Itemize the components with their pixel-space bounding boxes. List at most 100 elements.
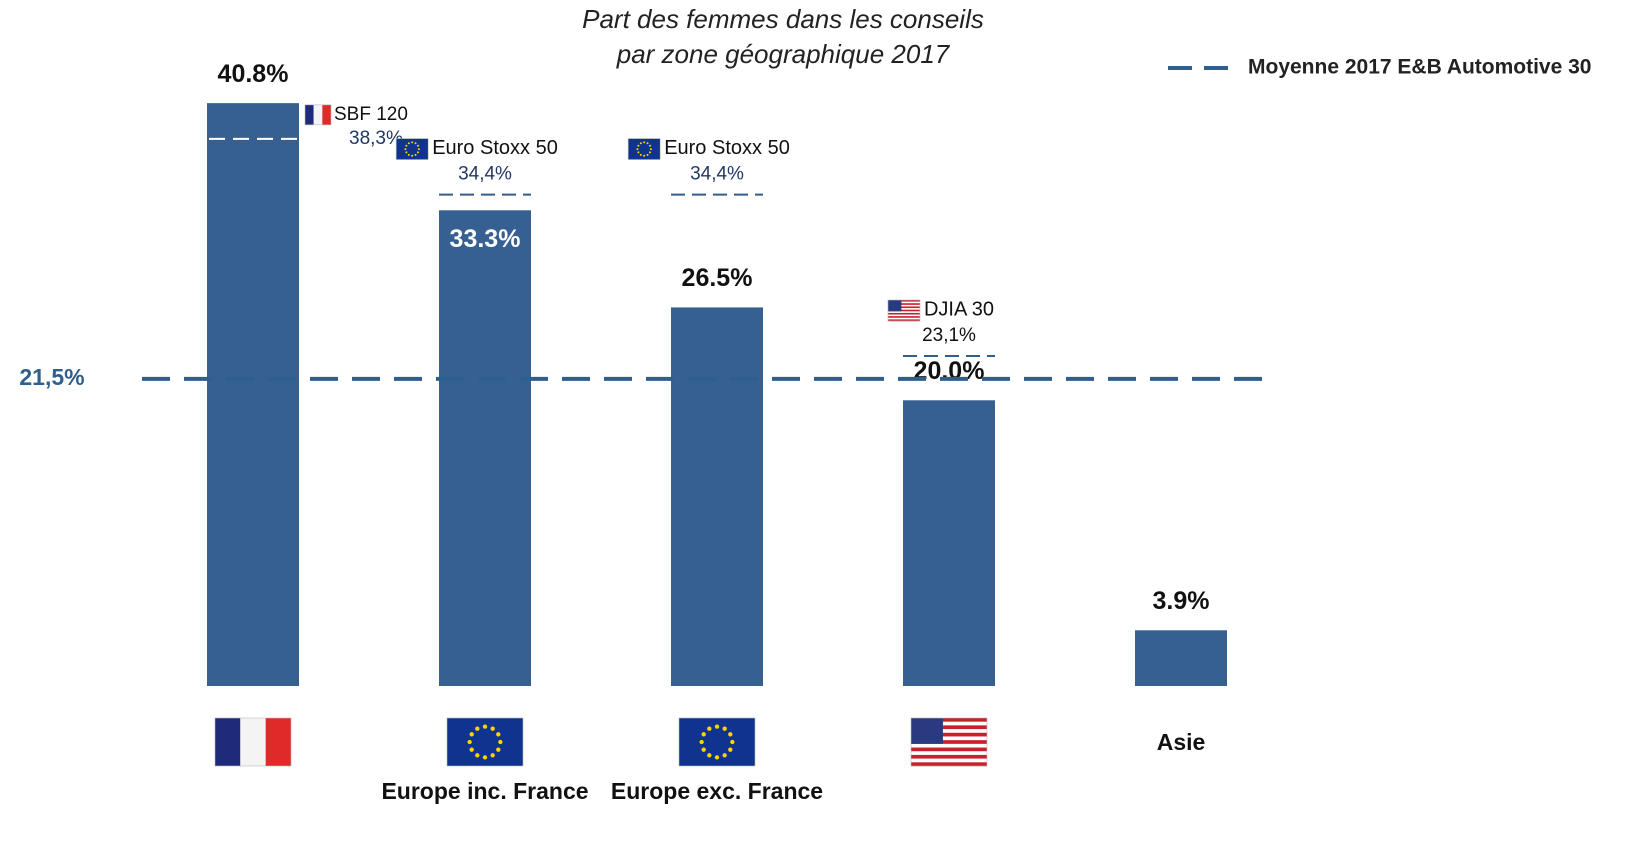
flag-star bbox=[728, 732, 733, 737]
bar bbox=[207, 103, 299, 686]
benchmark-label: 38,3% bbox=[349, 128, 403, 149]
flag-stripe bbox=[911, 751, 987, 756]
legend-label: Moyenne 2017 E&B Automotive 30 bbox=[1248, 56, 1592, 79]
flag-star bbox=[417, 144, 420, 147]
flag-border bbox=[395, 138, 429, 160]
flag-star bbox=[636, 148, 639, 151]
flag-stripe bbox=[887, 300, 920, 302]
flag-stripe bbox=[887, 301, 920, 304]
benchmark-label: 34,4% bbox=[458, 164, 512, 185]
flag-star bbox=[496, 747, 501, 752]
flag-star bbox=[411, 141, 414, 144]
flag-stripe bbox=[887, 312, 920, 315]
flag-canton bbox=[911, 718, 943, 744]
flag-star bbox=[701, 747, 706, 752]
reference-label: 21,5% bbox=[19, 364, 84, 390]
flag-icon bbox=[304, 104, 332, 126]
flag-border bbox=[304, 104, 332, 126]
flag-stripe bbox=[911, 743, 987, 748]
value-label: 3.9% bbox=[1153, 587, 1210, 615]
flag-stripe bbox=[887, 303, 920, 306]
x-tick-label: Asie bbox=[1157, 729, 1206, 755]
benchmark-name: DJIA 30 bbox=[924, 298, 994, 320]
flag-star bbox=[417, 151, 420, 154]
flag-stripe bbox=[887, 308, 920, 310]
flag-star bbox=[469, 732, 474, 737]
bar bbox=[1135, 630, 1227, 686]
flag-icon bbox=[395, 138, 429, 160]
flag-stripe bbox=[911, 758, 987, 763]
flag-stripe bbox=[215, 718, 241, 766]
flag-star bbox=[730, 739, 735, 745]
value-label: 33.3% bbox=[450, 225, 521, 253]
benchmark-name: Euro Stoxx 50 bbox=[432, 137, 558, 159]
flag-stripe bbox=[911, 725, 987, 730]
flag-border bbox=[910, 717, 988, 767]
flag-canton bbox=[887, 300, 902, 312]
bar bbox=[439, 210, 531, 687]
flag-icon bbox=[678, 717, 756, 767]
legend: Moyenne 2017 E&B Automotive 30 bbox=[1168, 56, 1592, 79]
flag-star bbox=[417, 148, 420, 151]
flag-border bbox=[887, 299, 921, 322]
flag-icon bbox=[887, 299, 921, 322]
flag-stripe bbox=[911, 718, 987, 722]
flag-stripe bbox=[911, 754, 987, 759]
flag-star bbox=[637, 151, 640, 154]
value-label: 40.8% bbox=[218, 60, 289, 88]
flag-star bbox=[639, 142, 642, 145]
flag-star bbox=[414, 153, 417, 156]
benchmark-label: 34,4% bbox=[690, 164, 744, 185]
x-tick-label: Europe exc. France bbox=[611, 778, 823, 804]
flag-stripe bbox=[240, 718, 266, 766]
flag-star bbox=[404, 148, 407, 151]
bar bbox=[903, 400, 995, 686]
benchmark-name: Euro Stoxx 50 bbox=[664, 137, 790, 159]
value-label: 26.5% bbox=[682, 264, 753, 292]
flag-star bbox=[649, 144, 652, 147]
flag-stripe bbox=[887, 309, 920, 312]
flag-stripe bbox=[911, 721, 987, 726]
flag-star bbox=[707, 726, 712, 731]
flag-stripe bbox=[887, 306, 920, 309]
flag-border bbox=[446, 717, 524, 767]
flag-stripe bbox=[265, 718, 291, 766]
flag-stripe bbox=[911, 729, 987, 734]
flag-stripe bbox=[305, 104, 314, 125]
flag-star bbox=[498, 739, 503, 745]
flag-icon bbox=[627, 138, 661, 160]
flag-stripe bbox=[887, 316, 920, 319]
flag-star bbox=[646, 153, 649, 156]
flag-star bbox=[475, 753, 480, 758]
flag-stripe bbox=[313, 104, 323, 125]
flag-star bbox=[482, 724, 488, 729]
flag-star bbox=[643, 141, 646, 144]
flag-icon bbox=[910, 717, 988, 767]
flag-star bbox=[490, 726, 495, 731]
flag-stripe bbox=[911, 747, 987, 752]
chart-title: Part des femmes dans les conseils bbox=[582, 4, 984, 34]
flag-stripe bbox=[887, 314, 920, 317]
flag-border bbox=[627, 138, 661, 160]
flag-star bbox=[469, 747, 474, 752]
flag-star bbox=[639, 153, 642, 156]
flag-star bbox=[722, 726, 727, 731]
flag-field bbox=[396, 138, 429, 160]
flag-star bbox=[496, 732, 501, 737]
flag-star bbox=[714, 724, 720, 729]
flag-stripe bbox=[911, 732, 987, 737]
flag-stripe bbox=[887, 311, 920, 314]
benchmark-label: 23,1% bbox=[922, 325, 976, 346]
flag-star bbox=[405, 144, 408, 147]
flag-star bbox=[482, 755, 488, 760]
flag-stripe bbox=[887, 317, 920, 320]
flag-star bbox=[405, 151, 408, 154]
flag-star bbox=[649, 148, 652, 151]
flag-border bbox=[214, 717, 292, 767]
flag-stripe bbox=[911, 740, 987, 745]
benchmark-name: SBF 120 bbox=[334, 104, 408, 125]
flag-star bbox=[411, 154, 414, 157]
bar bbox=[671, 307, 763, 686]
flag-star bbox=[699, 739, 704, 745]
